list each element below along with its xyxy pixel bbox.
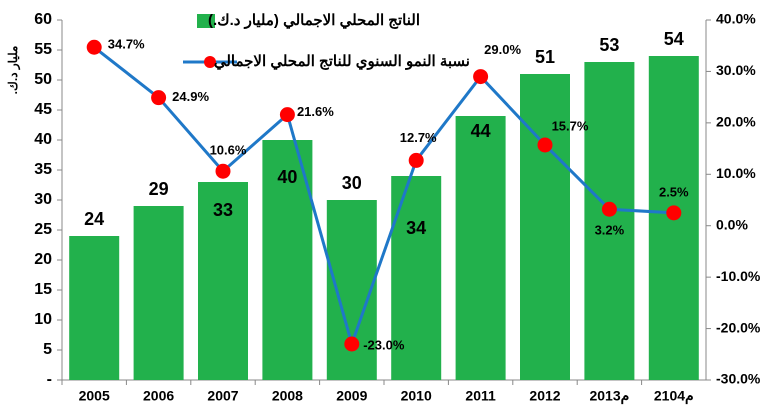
bar-label: 40 — [277, 167, 297, 187]
bar-label: 30 — [342, 173, 362, 193]
line-label: 10.6% — [210, 143, 247, 158]
y-tick-label: 40 — [34, 131, 52, 148]
legend-swatch — [197, 14, 215, 28]
y-tick-label: 45 — [34, 101, 52, 118]
x-tick-label: 2006 — [143, 388, 174, 404]
bar-label: 34 — [406, 218, 426, 238]
y2-tick-label: 30.0% — [716, 62, 756, 78]
bar-label: 51 — [535, 47, 555, 67]
y-tick-label: 15 — [34, 281, 52, 298]
y-tick-label: 10 — [34, 311, 52, 328]
line-label: 2.5% — [659, 184, 689, 199]
x-tick-label: 2009 — [336, 388, 367, 404]
bar-label: 44 — [471, 121, 491, 141]
y-tick-label: 35 — [34, 161, 52, 178]
marker — [408, 152, 424, 168]
y2-tick-label: -10.0% — [716, 268, 761, 284]
line-label: 24.9% — [172, 89, 209, 104]
y-tick-label: 30 — [34, 191, 52, 208]
x-tick-label: 2005 — [79, 388, 110, 404]
marker — [344, 336, 360, 352]
y-tick-label: 5 — [43, 341, 52, 358]
y-tick-label: 60 — [34, 11, 52, 28]
x-tick-label: 2013م — [589, 388, 629, 405]
line-label: -23.0% — [363, 337, 405, 352]
bar — [133, 206, 184, 380]
line-label: 15.7% — [552, 118, 589, 133]
marker — [279, 107, 295, 123]
y-tick-label: 20 — [34, 251, 52, 268]
x-tick-label: 2011 — [465, 388, 496, 404]
x-tick-label: 2007 — [207, 388, 238, 404]
marker — [537, 137, 553, 153]
line — [93, 46, 674, 349]
marker — [86, 39, 102, 55]
marker — [601, 201, 617, 217]
bar — [584, 62, 635, 380]
y2-tick-label: 20.0% — [716, 114, 756, 130]
legend-label: الناتج المحلي الاجمالي (مليار د.ك.) — [208, 12, 420, 30]
y-tick-label: 55 — [34, 41, 52, 58]
x-tick-label: 2104م — [654, 388, 694, 405]
legend-label: نسبة النمو السنوي للناتج المحلي الاجمالي — [214, 53, 470, 71]
bar — [198, 182, 248, 380]
line-label: 21.6% — [297, 104, 334, 119]
line-label: 34.7% — [108, 37, 145, 52]
y2-tick-label: 0.0% — [716, 216, 748, 232]
bar-label: 54 — [664, 29, 684, 49]
marker — [473, 69, 489, 85]
legend-marker — [204, 56, 216, 68]
line-label: 3.2% — [595, 223, 625, 238]
bar-label: 29 — [149, 179, 169, 199]
x-tick-label: 2010 — [401, 388, 432, 404]
line-label: 29.0% — [484, 42, 521, 57]
line-label: 12.7% — [400, 130, 437, 145]
x-tick-label: 2012 — [529, 388, 560, 404]
y2-tick-label: 10.0% — [716, 165, 756, 181]
y2-tick-label: 40.0% — [716, 11, 756, 27]
y-tick-label: - — [47, 371, 52, 388]
y-axis-label: مليار د.ك. — [6, 46, 21, 95]
bar-label: 24 — [84, 209, 104, 229]
y2-tick-label: -20.0% — [716, 319, 761, 335]
bar — [455, 116, 506, 380]
marker — [666, 205, 682, 221]
y-tick-label: 50 — [34, 71, 52, 88]
bar-label: 53 — [599, 35, 619, 55]
y-tick-label: 25 — [34, 221, 52, 238]
bar-label: 33 — [213, 200, 233, 220]
marker — [215, 163, 231, 179]
y2-tick-label: -30.0% — [716, 371, 761, 387]
bar — [262, 140, 313, 380]
x-tick-label: 2008 — [272, 388, 303, 404]
marker — [151, 90, 167, 106]
bar — [520, 74, 570, 380]
bar — [69, 236, 120, 380]
